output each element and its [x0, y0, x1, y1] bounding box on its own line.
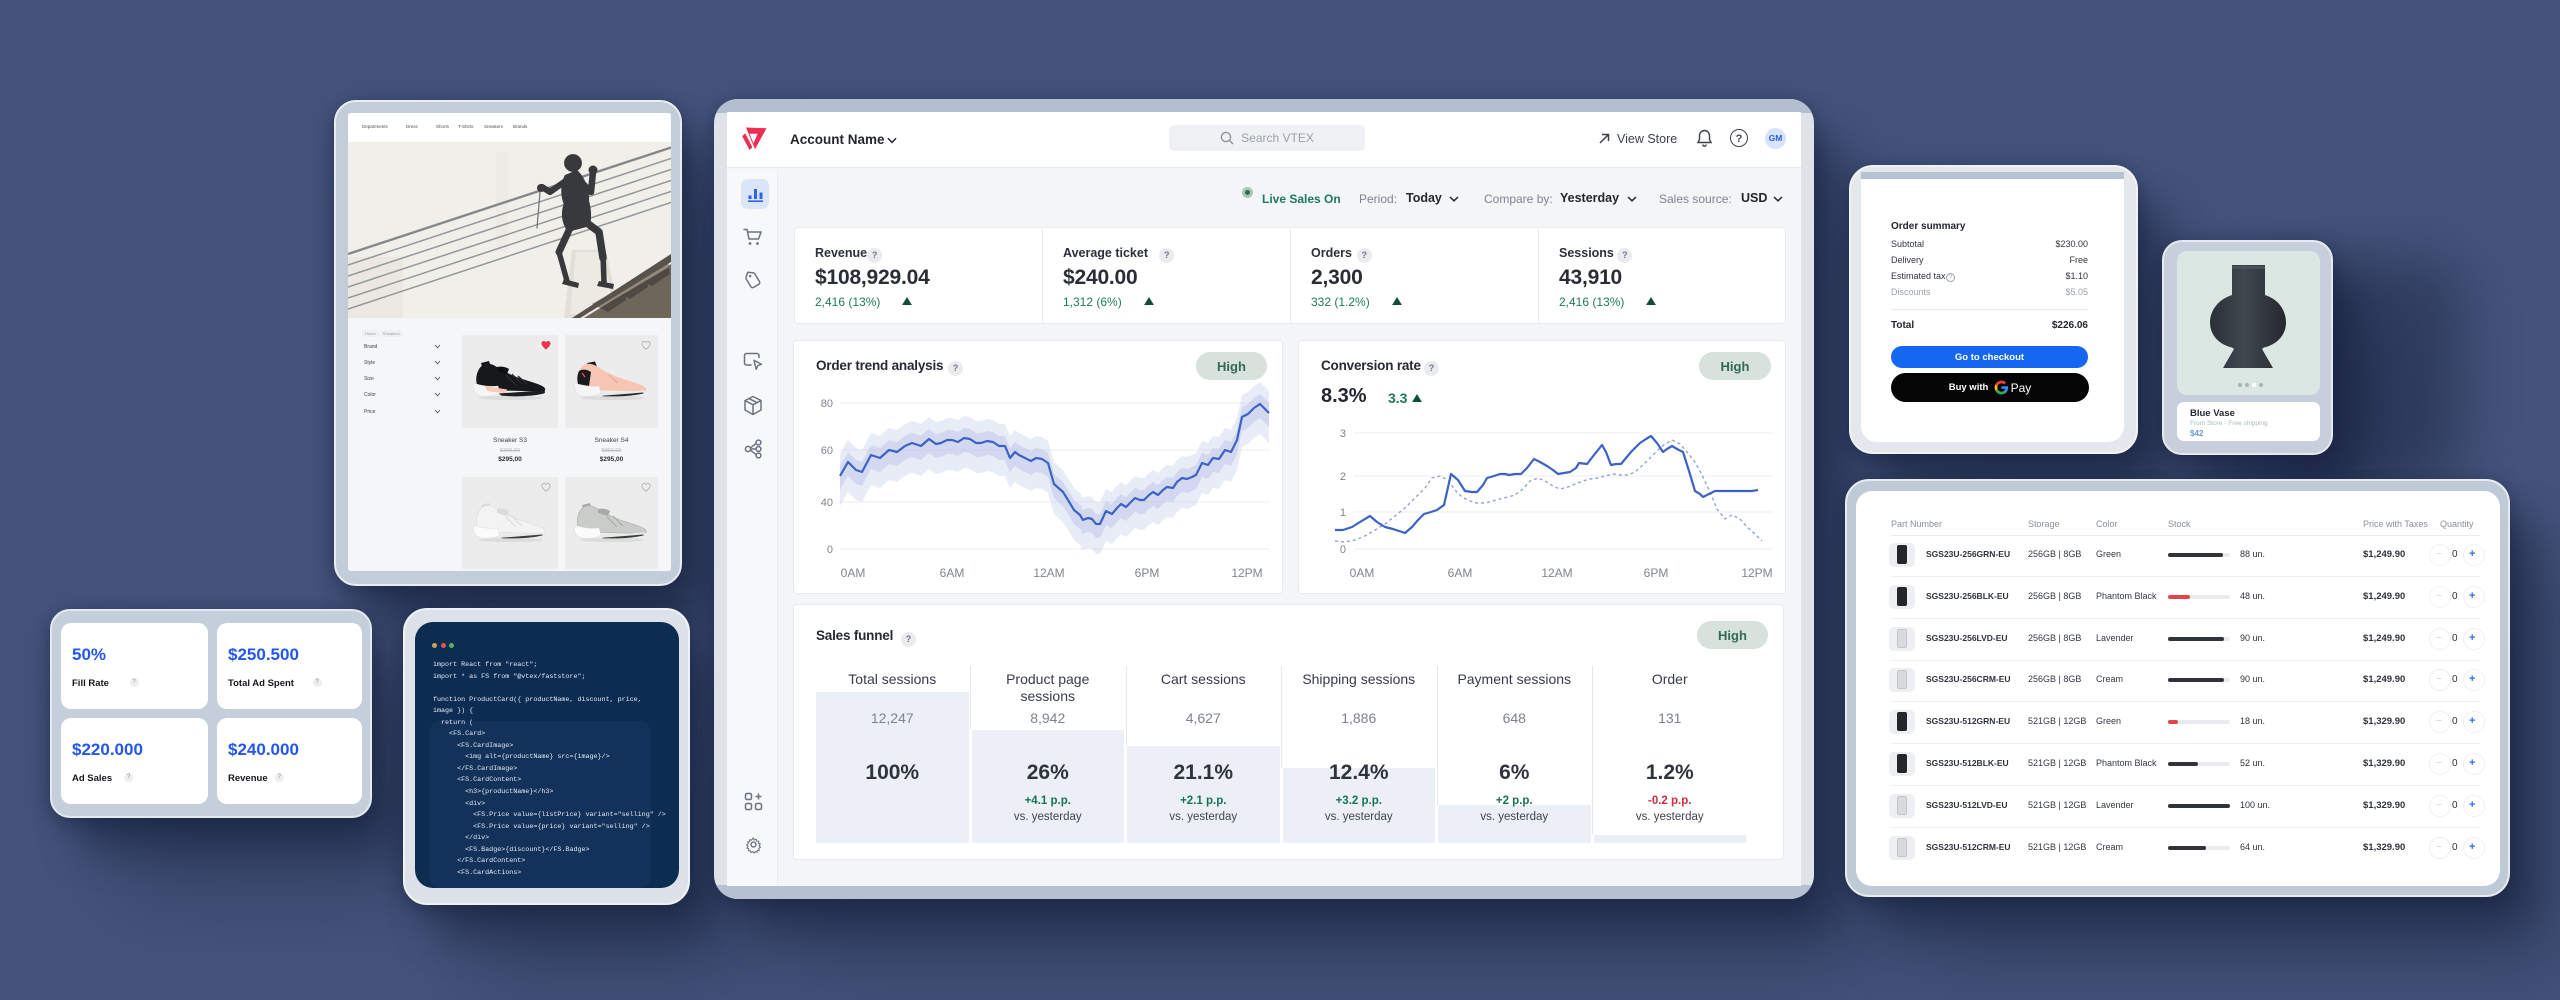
svg-text:0AM: 0AM: [841, 566, 866, 580]
svg-text:3: 3: [1340, 428, 1346, 440]
svg-text:2: 2: [1340, 471, 1346, 483]
svg-text:6AM: 6AM: [1448, 566, 1473, 580]
svg-text:0AM: 0AM: [1350, 566, 1375, 580]
svg-text:12AM: 12AM: [1033, 566, 1064, 580]
svg-text:60: 60: [821, 445, 833, 457]
svg-text:40: 40: [821, 497, 833, 509]
svg-text:12PM: 12PM: [1231, 566, 1262, 580]
svg-text:1: 1: [1340, 507, 1346, 519]
svg-text:12AM: 12AM: [1541, 566, 1572, 580]
svg-text:0: 0: [827, 544, 833, 556]
svg-text:6PM: 6PM: [1135, 566, 1160, 580]
svg-text:12PM: 12PM: [1741, 566, 1772, 580]
svg-text:6PM: 6PM: [1644, 566, 1669, 580]
svg-text:80: 80: [821, 398, 833, 410]
svg-text:0: 0: [1340, 544, 1346, 556]
svg-text:6AM: 6AM: [940, 566, 965, 580]
